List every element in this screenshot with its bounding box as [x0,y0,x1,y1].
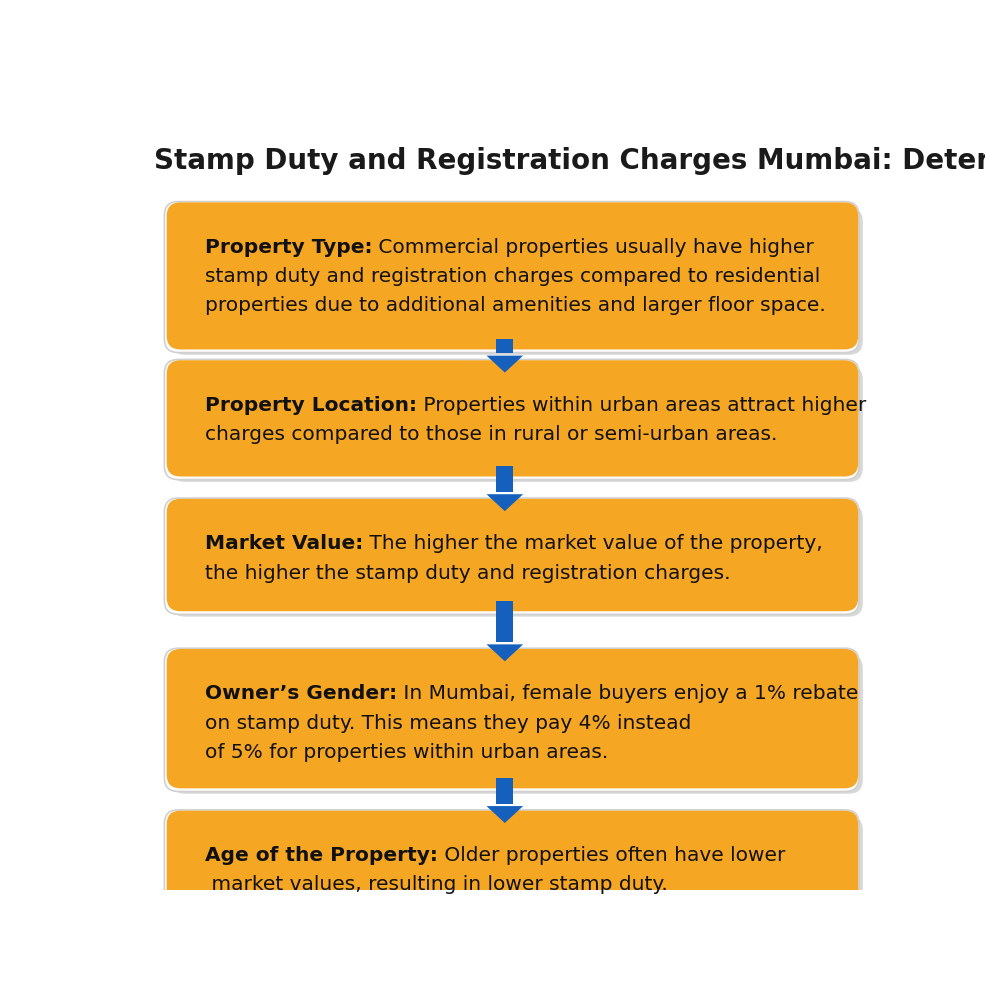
FancyBboxPatch shape [164,498,859,614]
Text: charges compared to those in rural or semi-urban areas.: charges compared to those in rural or se… [205,425,777,444]
Text: Stamp Duty and Registration Charges Mumbai: Determining Factors: Stamp Duty and Registration Charges Mumb… [154,147,985,175]
FancyBboxPatch shape [171,816,863,928]
FancyBboxPatch shape [166,649,858,788]
FancyBboxPatch shape [171,654,863,794]
Text: the higher the stamp duty and registration charges.: the higher the stamp duty and registrati… [205,564,730,583]
Text: Owner’s Gender:: Owner’s Gender: [205,684,397,703]
Text: Property Location:: Property Location: [205,396,417,415]
Text: properties due to additional amenities and larger floor space.: properties due to additional amenities a… [205,296,825,315]
FancyBboxPatch shape [166,811,858,923]
Text: In Mumbai, female buyers enjoy a 1% rebate: In Mumbai, female buyers enjoy a 1% reba… [397,684,858,703]
Text: Property Type:: Property Type: [205,238,372,257]
Bar [496,778,513,804]
FancyBboxPatch shape [171,208,863,355]
FancyBboxPatch shape [164,648,859,791]
Bar [496,339,513,353]
FancyBboxPatch shape [164,202,859,353]
Text: Market Value:: Market Value: [205,534,363,553]
FancyBboxPatch shape [166,499,858,611]
Text: on stamp duty. This means they pay 4% instead: on stamp duty. This means they pay 4% in… [205,714,691,733]
FancyBboxPatch shape [171,504,863,617]
Text: Age of the Property:: Age of the Property: [205,846,437,865]
FancyBboxPatch shape [164,359,859,480]
Text: stamp duty and registration charges compared to residential: stamp duty and registration charges comp… [205,267,821,286]
Text: of 5% for properties within urban areas.: of 5% for properties within urban areas. [205,743,608,762]
Polygon shape [487,356,523,373]
Text: Older properties often have lower: Older properties often have lower [437,846,785,865]
Bar [496,601,513,642]
Polygon shape [487,494,523,511]
Text: Commercial properties usually have higher: Commercial properties usually have highe… [372,238,814,257]
Text: The higher the market value of the property,: The higher the market value of the prope… [363,534,822,553]
FancyBboxPatch shape [166,360,858,477]
Polygon shape [487,644,523,661]
Text: market values, resulting in lower stamp duty.: market values, resulting in lower stamp … [205,875,668,894]
Bar [496,466,513,492]
FancyBboxPatch shape [171,366,863,482]
FancyBboxPatch shape [164,810,859,926]
Polygon shape [487,806,523,823]
FancyBboxPatch shape [166,202,858,349]
Text: Properties within urban areas attract higher: Properties within urban areas attract hi… [417,396,866,415]
